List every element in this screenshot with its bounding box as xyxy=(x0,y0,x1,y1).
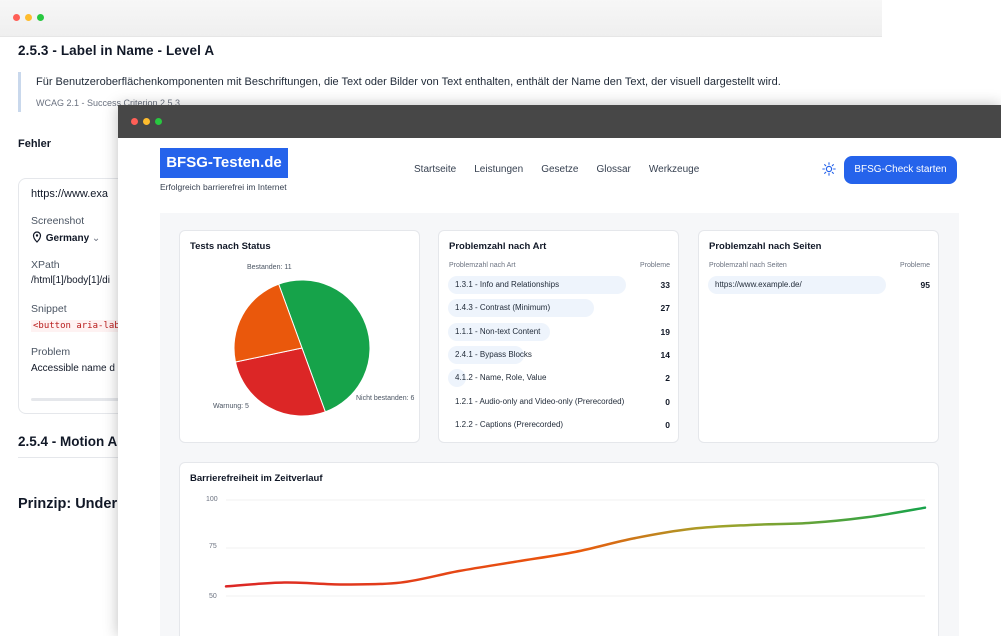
snippet-label: Snippet xyxy=(31,303,67,315)
row-bar xyxy=(448,345,524,364)
pie-label-warnung: Warnung: 5 xyxy=(213,403,249,410)
site-logo[interactable]: BFSG-Testen.de xyxy=(160,148,288,178)
table-row: 1.2.2 - Captions (Prerecorded) 0 xyxy=(448,416,670,434)
principle-heading: Prinzip: Under xyxy=(18,496,118,512)
site-tagline: Erfolgreich barrierefrei im Internet xyxy=(160,182,287,192)
row-bar xyxy=(708,276,886,294)
table-row: 2.4.1 - Bypass Blocks 14 xyxy=(448,345,670,364)
by-page-card-title: Problemzahl nach Seiten xyxy=(709,241,822,252)
y-tick-50: 50 xyxy=(209,593,217,600)
table-row: https://www.example.de/95 xyxy=(708,276,930,294)
xpath-value: /html[1]/body[1]/di xyxy=(31,275,110,286)
location-pin-icon xyxy=(32,231,42,243)
timeline-card-title: Barrierefreiheit im Zeitverlauf xyxy=(190,473,323,484)
card-scrollbar[interactable] xyxy=(31,398,127,401)
row-bar xyxy=(448,369,466,388)
quote-reference: WCAG 2.1 - Success Criterion 2.5.3 xyxy=(36,98,181,108)
by-type-card-title: Problemzahl nach Art xyxy=(449,241,547,252)
front-titlebar xyxy=(118,105,1001,138)
by-type-card: Problemzahl nach Art Problemzahl nach Ar… xyxy=(438,230,679,443)
status-card: Tests nach Status Bestanden: 11 Nicht be… xyxy=(179,230,420,443)
timeline-line-chart xyxy=(224,499,927,597)
dashboard: Tests nach Status Bestanden: 11 Nicht be… xyxy=(160,213,959,636)
row-value: 95 xyxy=(920,280,930,290)
y-tick-75: 75 xyxy=(209,543,217,550)
row-label: 2.4.1 - Bypass Blocks xyxy=(455,349,532,359)
criterion-heading-254: 2.5.4 - Motion A xyxy=(18,434,118,449)
back-titlebar xyxy=(0,0,882,37)
row-value: 14 xyxy=(660,349,670,360)
back-content: 2.5.3 - Label in Name - Level A Für Benu… xyxy=(18,36,882,512)
row-value: 2 xyxy=(665,373,670,384)
country-select[interactable]: Germany ⌄ xyxy=(31,231,100,244)
front-window: BFSG-Testen.de Erfolgreich barrierefrei … xyxy=(118,105,1001,636)
by-type-col-value: Probleme xyxy=(640,262,670,269)
row-label: https://www.example.de/ xyxy=(715,280,802,289)
nav-item-gesetze[interactable]: Gesetze xyxy=(541,164,579,175)
row-bar xyxy=(448,322,551,341)
minimize-dot[interactable] xyxy=(143,118,150,125)
pie-label-bestanden: Bestanden: 11 xyxy=(247,264,292,271)
screenshot-label: Screenshot xyxy=(31,215,85,227)
pie-slice-bestanden[interactable] xyxy=(278,279,371,413)
table-row: 1.1.1 - Non-text Content 19 xyxy=(448,322,670,341)
y-tick-100: 100 xyxy=(206,496,218,503)
snippet-code: <button aria-lab xyxy=(31,320,122,332)
maximize-dot[interactable] xyxy=(37,14,44,21)
error-url[interactable]: https://www.exa xyxy=(31,188,109,200)
row-value: 0 xyxy=(665,419,670,430)
divider xyxy=(18,457,120,458)
xpath-label: XPath xyxy=(31,259,60,271)
country-value: Germany xyxy=(45,233,90,244)
nav-item-werkzeuge[interactable]: Werkzeuge xyxy=(648,164,700,175)
status-card-title: Tests nach Status xyxy=(190,241,271,252)
criterion-quote: Für Benutzeroberflächenkomponenten mit B… xyxy=(18,72,882,112)
row-value: 0 xyxy=(665,396,670,407)
by-page-card: Problemzahl nach Seiten Problemzahl nach… xyxy=(698,230,939,443)
main-nav: Startseite Leistungen Gesetze Glossar We… xyxy=(414,164,699,175)
status-pie-chart xyxy=(233,279,371,417)
row-label: 1.2.2 - Captions (Prerecorded) xyxy=(455,419,564,429)
problem-label: Problem xyxy=(31,346,71,358)
row-value: 19 xyxy=(660,326,670,337)
site-header: BFSG-Testen.de Erfolgreich barrierefrei … xyxy=(118,138,1001,213)
table-row: 1.2.1 - Audio-only and Video-only (Prere… xyxy=(448,393,670,411)
accessibility-score-line[interactable] xyxy=(224,506,927,588)
pie-slice-nicht-bestanden[interactable] xyxy=(234,347,326,417)
close-dot[interactable] xyxy=(131,118,138,125)
table-row: 4.1.2 - Name, Role, Value 2 xyxy=(448,369,670,388)
sun-icon[interactable] xyxy=(822,162,836,176)
check-start-button[interactable]: BFSG-Check starten xyxy=(844,156,957,184)
errors-label: Fehler xyxy=(18,138,52,150)
by-page-col-label: Problemzahl nach Seiten xyxy=(709,262,787,269)
row-label: 1.4.3 - Contrast (Minimum) xyxy=(455,303,551,313)
by-page-col-value: Probleme xyxy=(900,262,930,269)
pie-label-nicht-bestanden: Nicht bestanden: 6 xyxy=(356,395,415,402)
chevron-down-icon: ⌄ xyxy=(91,233,101,244)
row-label: 4.1.2 - Name, Role, Value xyxy=(455,373,547,383)
row-bar xyxy=(448,276,626,294)
row-label: 1.1.1 - Non-text Content xyxy=(455,326,541,336)
pie-slice-warnung[interactable] xyxy=(233,283,303,363)
timeline-card: Barrierefreiheit im Zeitverlauf 100 75 5… xyxy=(179,462,939,636)
row-value: 27 xyxy=(660,303,670,314)
minimize-dot[interactable] xyxy=(25,14,32,21)
quote-text: Für Benutzeroberflächenkomponenten mit B… xyxy=(36,76,781,88)
table-row: 1.4.3 - Contrast (Minimum) 27 xyxy=(448,299,670,318)
by-type-col-label: Problemzahl nach Art xyxy=(449,262,516,269)
row-value: 33 xyxy=(660,280,670,290)
problem-value: Accessible name d xyxy=(31,363,115,374)
row-bar xyxy=(448,299,594,318)
nav-item-startseite[interactable]: Startseite xyxy=(414,164,457,175)
close-dot[interactable] xyxy=(13,14,20,21)
nav-item-leistungen[interactable]: Leistungen xyxy=(474,164,524,175)
table-row: 1.3.1 - Info and Relationships 33 xyxy=(448,276,670,294)
snippet-value: <button aria-lab xyxy=(31,319,122,332)
nav-item-glossar[interactable]: Glossar xyxy=(596,164,631,175)
row-label: 1.3.1 - Info and Relationships xyxy=(455,280,560,289)
criterion-heading: 2.5.3 - Label in Name - Level A xyxy=(18,43,215,58)
row-label: 1.2.1 - Audio-only and Video-only (Prere… xyxy=(455,396,625,406)
maximize-dot[interactable] xyxy=(155,118,162,125)
